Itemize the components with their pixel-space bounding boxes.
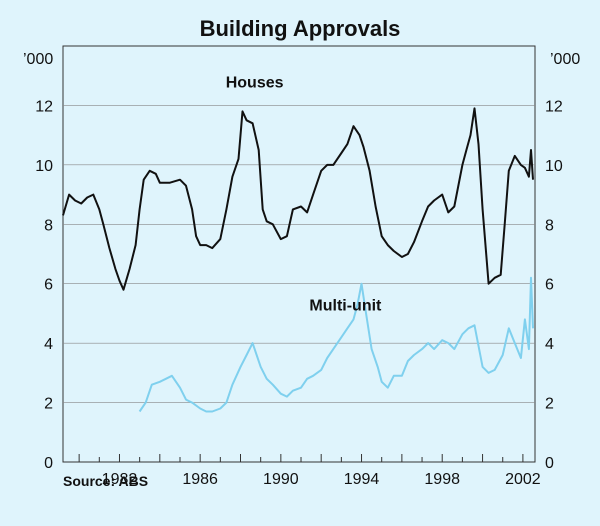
x-axis-ticks [78,454,524,462]
x-tick-label: 2002 [505,471,541,488]
y-left-tick-label: 12 [35,98,53,115]
y-left-tick-label: 6 [44,277,53,294]
y-left-tick-label: 4 [44,336,53,353]
y-right-tick-label: 4 [545,336,554,353]
y-left-tick-label: 10 [35,158,53,175]
y-right-tick-label: 10 [545,158,563,175]
y-right-tick-label: 0 [545,455,554,472]
series-label-houses: Houses [226,75,284,92]
y-left-tick-label: 2 [44,396,53,413]
left-unit-label: ’000 [23,51,53,68]
y-axis-left-labels: 0 2 4 6 8 10 12 [35,98,53,472]
x-tick-label: 1986 [182,471,218,488]
series-line-houses [62,107,534,291]
x-tick-label: 1990 [263,471,299,488]
x-tick-label: 1994 [344,471,380,488]
source-note: Source: ABS [63,473,148,489]
x-axis-labels: 1982 1986 1990 1994 1998 2002 [102,471,541,488]
plot-area [62,45,536,463]
series-label-multi-unit: Multi-unit [309,297,382,314]
right-unit-label: ’000 [550,51,580,68]
y-right-tick-label: 6 [545,277,554,294]
y-axis-right-labels: 0 2 4 6 8 10 12 [545,98,563,472]
chart-title: Building Approvals [200,16,401,41]
y-right-tick-label: 12 [545,98,563,115]
y-right-tick-label: 8 [545,217,554,234]
x-tick-label: 1998 [424,471,460,488]
grid-lines [63,105,535,403]
y-left-tick-label: 0 [44,455,53,472]
series-line-multi-unit [138,276,534,413]
y-right-tick-label: 2 [545,396,554,413]
series-lines [62,107,534,413]
y-left-tick-label: 8 [44,217,53,234]
x-tick-label: 1982 [102,471,138,488]
